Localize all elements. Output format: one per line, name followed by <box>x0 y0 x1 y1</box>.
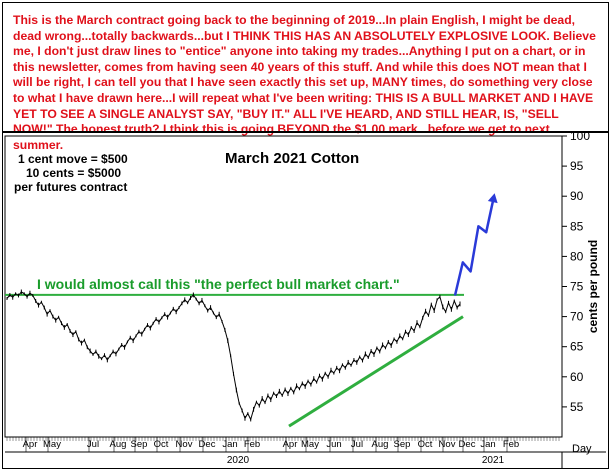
projection-line <box>453 195 496 296</box>
month-label: Jun <box>326 439 341 450</box>
month-label: Dec <box>459 439 476 450</box>
year-label: 2020 <box>227 455 250 466</box>
month-label: Jul <box>87 439 99 450</box>
chart-lines <box>5 193 498 428</box>
month-label: Dec <box>199 439 216 450</box>
y-tick-label: 70 <box>570 310 584 324</box>
month-label: Aug <box>372 439 389 450</box>
month-label: May <box>301 439 319 450</box>
chart-frame <box>2 2 609 469</box>
y-tick-label: 95 <box>570 159 584 173</box>
note-line-1: 1 cent move = $500 <box>18 152 128 166</box>
month-label: May <box>43 439 61 450</box>
month-label: Oct <box>154 439 169 450</box>
y-tick-label: 55 <box>570 400 584 414</box>
y-tick-label: 80 <box>570 249 584 263</box>
month-label: Sep <box>131 439 148 450</box>
month-label: Oct <box>418 439 433 450</box>
month-label: Feb <box>503 439 519 450</box>
y-tick-label: 85 <box>570 219 584 233</box>
y-tick-label: 100 <box>570 129 590 143</box>
y-axis-label: cents per pound <box>586 240 600 333</box>
note-line-3: per futures contract <box>14 180 128 194</box>
month-label: Sep <box>394 439 411 450</box>
month-label: Nov <box>176 439 193 450</box>
month-label: Jan <box>480 439 495 450</box>
uptrend-line <box>288 315 464 428</box>
note-line-2: 10 cents = $5000 <box>26 166 122 180</box>
month-label: Apr <box>283 439 298 450</box>
month-label: Jul <box>351 439 363 450</box>
month-label: Jan <box>222 439 237 450</box>
price-line <box>6 291 461 421</box>
month-label: Aug <box>110 439 127 450</box>
chart-annotation: I would almost call this "the perfect bu… <box>37 276 400 292</box>
y-tick-label: 65 <box>570 340 584 354</box>
month-label: Nov <box>439 439 456 450</box>
chart-title: March 2021 Cotton <box>225 150 360 167</box>
y-tick-label: 60 <box>570 370 584 384</box>
month-label: Feb <box>244 439 260 450</box>
projection-arrowhead <box>487 193 498 204</box>
y-tick-label: 75 <box>570 280 584 294</box>
y-tick-label: 90 <box>570 189 584 203</box>
corner-label: Day <box>572 443 592 455</box>
month-label: Apr <box>23 439 38 450</box>
divider-line <box>3 131 609 133</box>
commentary-text: This is the March contract going back to… <box>13 13 596 152</box>
year-label: 2021 <box>482 455 505 466</box>
